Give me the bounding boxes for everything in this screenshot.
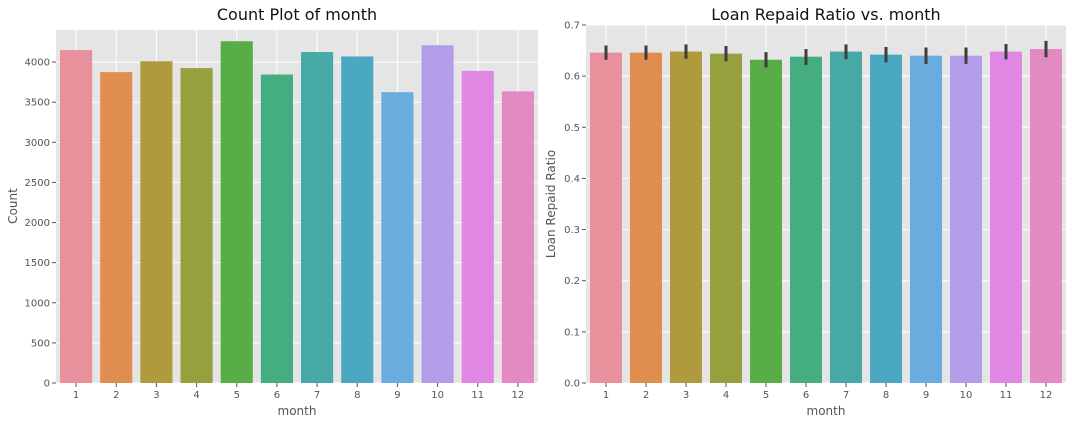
y-tick-label: 0.1 xyxy=(564,327,580,338)
bar xyxy=(870,54,902,384)
y-tick-label: 0.6 xyxy=(564,72,580,83)
x-tick-label: 1 xyxy=(73,390,79,401)
x-tick-label: 11 xyxy=(1000,390,1013,401)
bar xyxy=(501,91,534,383)
y-tick-labels: 0 500 1000 1500 2000 2500 3000 3500 4000 xyxy=(25,58,56,390)
y-tick-label: 0.7 xyxy=(564,21,580,32)
x-tick-label: 2 xyxy=(113,390,119,401)
y-tick-label: 2500 xyxy=(25,178,50,189)
x-tick-label: 5 xyxy=(234,390,240,401)
bar xyxy=(140,61,173,383)
bar xyxy=(950,55,982,383)
x-tick-label: 11 xyxy=(471,390,484,401)
bar xyxy=(381,92,414,383)
y-tick-labels: 0.0 0.1 0.2 0.3 0.4 0.5 0.6 0.7 xyxy=(564,21,586,390)
y-axis-label: Loan Repaid Ratio xyxy=(544,150,558,258)
bar xyxy=(590,52,622,384)
bars xyxy=(60,41,534,384)
x-axis-label: month xyxy=(807,404,846,418)
y-tick-label: 0.3 xyxy=(564,225,580,236)
x-tick-label: 12 xyxy=(512,390,525,401)
bar xyxy=(220,41,253,384)
y-tick-label: 2000 xyxy=(25,218,50,229)
y-tick-label: 1500 xyxy=(25,258,50,269)
x-tick-label: 9 xyxy=(394,390,400,401)
x-tick-label: 7 xyxy=(843,390,849,401)
bar xyxy=(421,45,454,383)
bar xyxy=(100,72,133,383)
x-tick-label: 8 xyxy=(354,390,360,401)
y-tick-label: 4000 xyxy=(25,58,50,69)
bar xyxy=(180,68,213,383)
bar xyxy=(260,74,293,384)
bar xyxy=(341,56,374,383)
x-tick-label: 12 xyxy=(1040,390,1053,401)
y-tick-label: 0.4 xyxy=(564,174,580,185)
y-tick-label: 1000 xyxy=(25,298,50,309)
bar xyxy=(461,70,494,384)
x-tick-label: 4 xyxy=(193,390,199,401)
bar xyxy=(1030,49,1062,384)
x-tick-label: 2 xyxy=(643,390,649,401)
y-axis-label: Count xyxy=(6,188,20,224)
x-tick-label: 3 xyxy=(153,390,159,401)
x-tick-label: 1 xyxy=(603,390,609,401)
bar xyxy=(710,53,742,383)
y-tick-label: 0.0 xyxy=(564,379,580,390)
bar xyxy=(670,51,702,383)
chart-title: Loan Repaid Ratio vs. month xyxy=(711,5,940,24)
x-tick-label: 4 xyxy=(723,390,729,401)
chart-title: Count Plot of month xyxy=(217,5,377,24)
bar xyxy=(830,51,862,383)
x-tick-label: 8 xyxy=(883,390,889,401)
bar xyxy=(910,55,942,383)
bar xyxy=(630,52,662,384)
error-bars xyxy=(604,40,1048,68)
x-tick-label: 6 xyxy=(274,390,280,401)
x-tick-label: 10 xyxy=(431,390,444,401)
y-tick-label: 0.5 xyxy=(564,123,580,134)
count-plot-chart: Count Plot of month 0 500 1000 1500 2000 2500… xyxy=(6,5,538,418)
bar xyxy=(750,59,782,384)
y-tick-label: 3000 xyxy=(25,138,50,149)
x-tick-label: 5 xyxy=(763,390,769,401)
x-tick-label: 7 xyxy=(314,390,320,401)
plot-area xyxy=(56,30,538,383)
plot-area xyxy=(586,25,1066,383)
bar xyxy=(990,51,1022,383)
bar xyxy=(790,56,822,384)
y-tick-label: 3500 xyxy=(25,98,50,109)
x-tick-label: 9 xyxy=(923,390,929,401)
x-tick-labels: 1 2 3 4 5 6 7 8 9 10 11 12 xyxy=(73,383,524,401)
x-tick-label: 6 xyxy=(803,390,809,401)
y-tick-label: 0 xyxy=(44,379,50,390)
y-tick-label: 0.2 xyxy=(564,276,580,287)
x-tick-labels: 1 2 3 4 5 6 7 8 9 10 11 12 xyxy=(603,383,1053,401)
bars xyxy=(590,49,1062,384)
bar xyxy=(301,52,334,383)
x-axis-label: month xyxy=(278,404,317,418)
x-tick-label: 10 xyxy=(960,390,973,401)
x-tick-label: 3 xyxy=(683,390,689,401)
y-tick-label: 500 xyxy=(31,338,50,349)
loan-repaid-ratio-chart: Loan Repaid Ratio vs. month 0.0 0.1 0.2 0.3… xyxy=(544,5,1066,418)
bar xyxy=(60,50,93,383)
